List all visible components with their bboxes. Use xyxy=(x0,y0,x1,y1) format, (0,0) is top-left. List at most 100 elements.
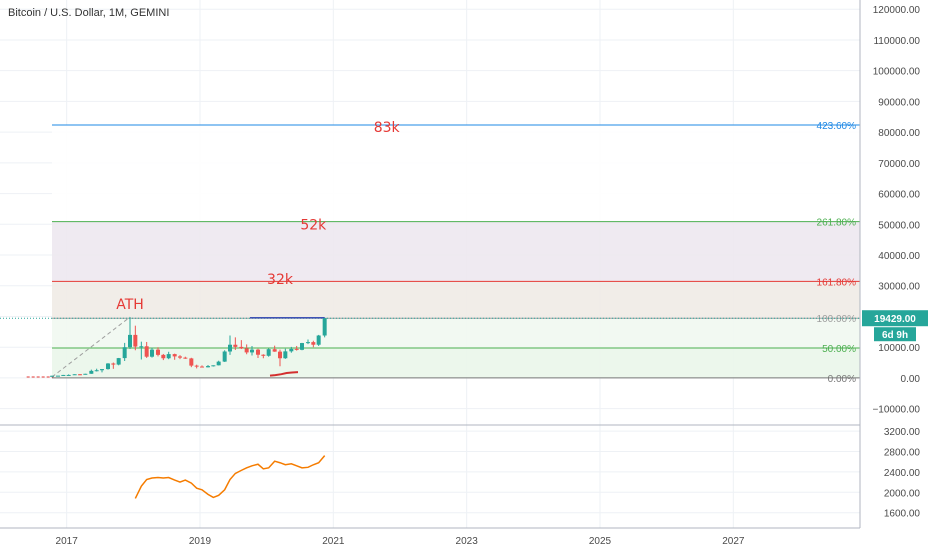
fib-band xyxy=(52,348,860,378)
last-price-badge xyxy=(862,310,928,327)
fib-level-label: 423.60% xyxy=(817,121,857,132)
y-tick-label: 60000.00 xyxy=(878,190,920,201)
candle-body xyxy=(128,334,132,348)
volume-line xyxy=(269,371,299,377)
candle-body xyxy=(61,374,66,376)
y-tick-label: 120000.00 xyxy=(873,5,921,16)
candle-body xyxy=(66,374,71,376)
candle-body xyxy=(116,358,121,365)
fib-band xyxy=(52,221,860,282)
x-tick-label: 2017 xyxy=(56,536,79,547)
ath-trend-line xyxy=(51,316,131,378)
fib-band xyxy=(52,125,860,222)
annotation-label: 52k xyxy=(300,218,327,234)
y-tick-label: 100000.00 xyxy=(873,67,921,78)
fib-retracement[interactable]: 0.00% 50.00% 100.00% 161.80% 261.80% 423.60% xyxy=(52,121,860,385)
y-tick-label: 80000.00 xyxy=(878,128,920,139)
candle-body xyxy=(50,375,54,377)
candle-body xyxy=(222,351,227,362)
candle-body xyxy=(233,344,238,347)
candle-body xyxy=(266,349,271,356)
candle-body xyxy=(156,349,160,355)
candle-body xyxy=(122,347,127,359)
candle-body xyxy=(300,343,304,350)
candle-body xyxy=(72,374,77,376)
candle-body xyxy=(83,373,88,375)
y-tick-label: 10000.00 xyxy=(878,343,920,354)
candle-body xyxy=(150,349,154,357)
candle-body xyxy=(139,346,144,348)
fib-level-label: 0.00% xyxy=(828,374,856,385)
annotation-label: ATH xyxy=(116,297,144,313)
y-tick-label: 0.00 xyxy=(901,374,921,385)
y-tick-label-lower: 2800.00 xyxy=(884,448,921,459)
countdown-text: 6d 9h xyxy=(882,330,908,341)
candle-body xyxy=(111,363,116,365)
candle-body xyxy=(250,349,254,353)
candle-body xyxy=(244,348,249,353)
y-tick-label-lower: 3200.00 xyxy=(884,427,921,438)
candle-body xyxy=(200,366,204,368)
candle-body xyxy=(133,334,138,347)
y-tick-label: 50000.00 xyxy=(878,220,920,231)
indicator-line xyxy=(134,455,326,499)
chart-title: Bitcoin / U.S. Dollar, 1M, GEMINI xyxy=(8,7,169,19)
candle-body xyxy=(178,356,182,358)
annotation-label: 83k xyxy=(374,120,401,136)
candle-body xyxy=(189,358,194,366)
x-tick-label: 2019 xyxy=(189,536,212,547)
y-tick-label-lower: 2400.00 xyxy=(884,468,921,479)
candle-body xyxy=(106,363,110,370)
candle-body xyxy=(161,354,166,359)
fib-band xyxy=(52,318,860,349)
y-tick-label: 90000.00 xyxy=(878,97,920,108)
fib-level-label: 100.00% xyxy=(817,314,857,325)
last-price-text: 19429.00 xyxy=(874,314,916,325)
y-tick-label-lower: 2000.00 xyxy=(884,488,921,499)
candle-body xyxy=(272,349,277,352)
y-tick-label: 110000.00 xyxy=(873,36,920,47)
candle-body xyxy=(256,349,260,355)
candle-body xyxy=(216,361,221,366)
y-tick-label: 70000.00 xyxy=(878,159,920,170)
lower-pane xyxy=(0,424,860,499)
y-tick-label: 40000.00 xyxy=(878,251,920,262)
candle-body xyxy=(206,366,210,368)
candle-body xyxy=(283,351,288,359)
x-tick-label: 2023 xyxy=(456,536,479,547)
volume-line xyxy=(269,371,299,377)
candle-body xyxy=(294,348,299,350)
annotations[interactable]: ATH 32k 52k 83k xyxy=(116,120,400,313)
fib-level-label: 261.80% xyxy=(817,218,857,229)
candle-body xyxy=(183,357,188,359)
candle-body xyxy=(172,354,177,357)
fib-level-label: 161.80% xyxy=(817,277,857,288)
candles[interactable] xyxy=(50,317,327,377)
candle-body xyxy=(239,346,244,349)
fib-band xyxy=(52,281,860,319)
y-tick-label: 30000.00 xyxy=(878,282,920,293)
candle-body xyxy=(89,370,94,374)
drawing-lines[interactable] xyxy=(0,316,860,378)
candle-body xyxy=(306,342,310,344)
fib-level-label: 50.00% xyxy=(822,344,856,355)
candle-body xyxy=(278,351,282,359)
candle-body xyxy=(56,375,60,377)
x-tick-label: 2025 xyxy=(589,536,612,547)
candle-body xyxy=(94,370,99,372)
x-tick-label: 2027 xyxy=(722,536,745,547)
candle-body xyxy=(144,346,149,357)
candle-body xyxy=(289,348,294,352)
candle-body xyxy=(311,342,316,345)
candle-body xyxy=(78,374,82,376)
y-tick-label-lower: 1600.00 xyxy=(884,509,921,520)
candle-body xyxy=(194,365,199,367)
y-tick-label: −10000.00 xyxy=(872,405,920,416)
candle-body xyxy=(316,335,321,345)
x-tick-label: 2021 xyxy=(322,536,345,547)
candle-body xyxy=(166,354,171,359)
annotation-label: 32k xyxy=(267,272,294,288)
